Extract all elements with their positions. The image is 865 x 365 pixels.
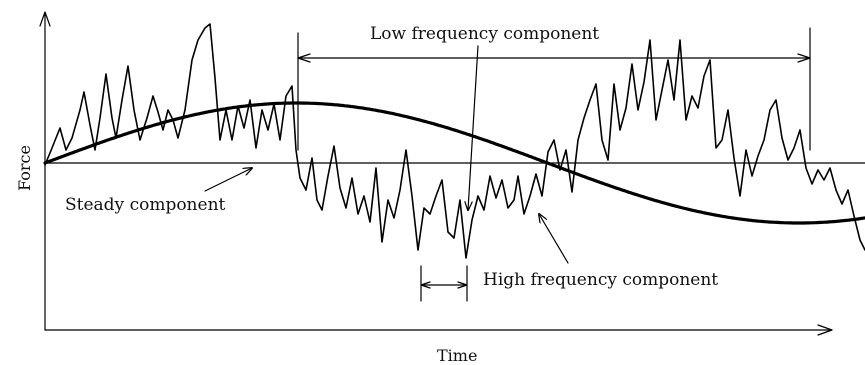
low-frequency-label: Low frequency component: [370, 24, 599, 44]
composite-force-waveform: [44, 23, 865, 259]
low-frequency-pointer: [468, 45, 479, 210]
y-axis-arrow-icon: [39, 11, 51, 27]
x-axis-arrow-icon: [817, 324, 833, 336]
x-axis-label: Time: [437, 346, 477, 365]
high-frequency-period-arrow-left-icon: [420, 281, 431, 289]
high-frequency-pointer: [539, 214, 569, 264]
low-frequency-period-arrow-right-icon: [797, 53, 811, 63]
y-axis-label: Force: [15, 145, 34, 191]
high-frequency-label: High frequency component: [483, 270, 718, 290]
high-frequency-period-arrow-right-icon: [457, 281, 468, 289]
low-frequency-period-arrow-left-icon: [297, 53, 311, 63]
low-frequency-curve: [43, 101, 865, 225]
steady-component-label: Steady component: [65, 195, 226, 215]
steady-component-pointer: [204, 168, 252, 192]
